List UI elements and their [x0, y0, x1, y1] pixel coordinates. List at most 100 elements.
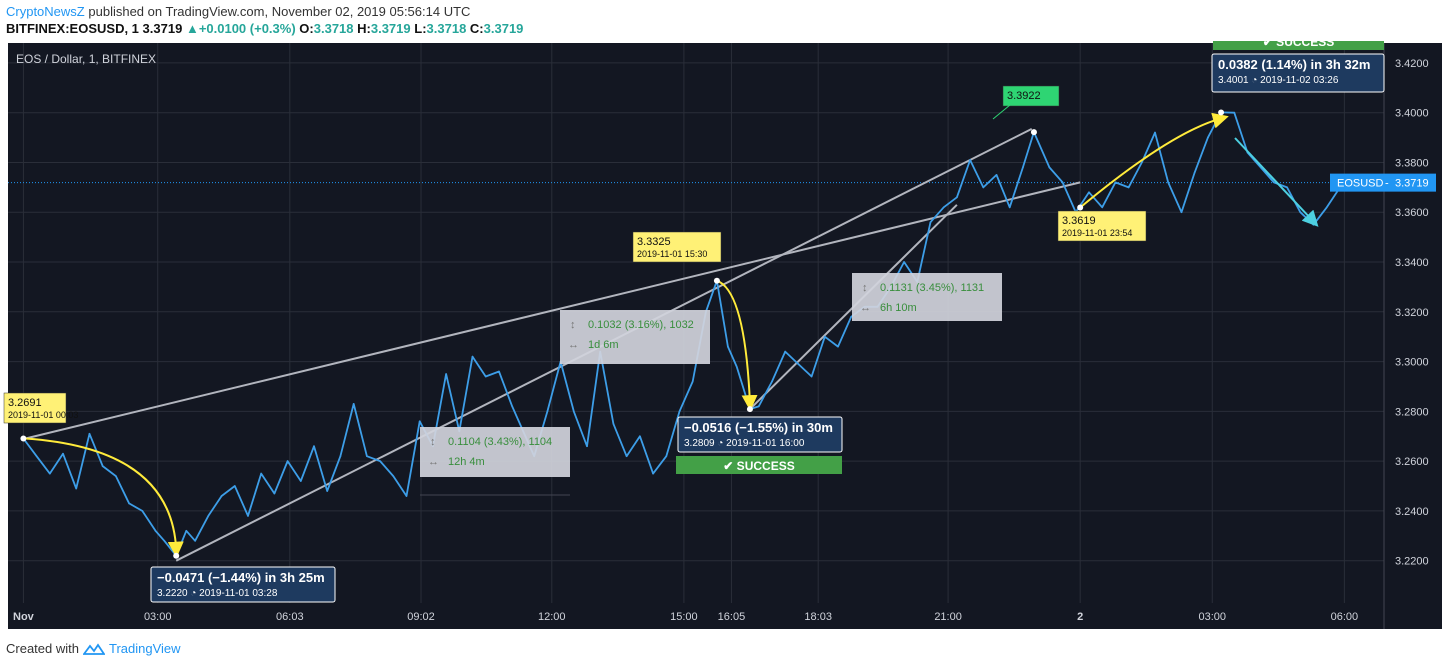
callout-anchor-point [1077, 204, 1084, 211]
price-data-point [546, 410, 549, 413]
price-data-point [1207, 136, 1209, 139]
price-data-point [586, 445, 588, 448]
price-data-point [35, 455, 38, 457]
price-data-point [185, 530, 188, 532]
price-data-point [445, 373, 447, 375]
price-data-point [405, 495, 408, 497]
price-series-line [22, 111, 1354, 557]
price-data-point [810, 375, 813, 378]
callout-price: 3.3619 [1062, 215, 1096, 227]
price-data-point [62, 452, 64, 455]
price-data-point [797, 363, 800, 365]
last-price: 3.3719 [142, 21, 183, 36]
price-data-point [639, 435, 641, 438]
price-data-point [850, 315, 853, 318]
price-data-point [352, 403, 355, 405]
move-headline: −0.0516 (−1.55%) in 30m [684, 420, 833, 435]
price-data-point [194, 539, 196, 542]
range-box-bg [560, 310, 710, 364]
range-horizontal-icon: ↔ [428, 456, 439, 468]
range-vertical-icon: ↕ [570, 319, 576, 331]
move-end-point [173, 552, 180, 559]
price-data-point [379, 460, 381, 462]
publisher-name[interactable]: CryptoNewsZ [6, 4, 85, 19]
callout-bg [632, 231, 722, 263]
price-data-point [784, 350, 786, 353]
price-data-point [49, 472, 51, 475]
price-data-point [273, 492, 276, 495]
open-value: 3.3718 [313, 21, 354, 36]
symbol-name: BITFINEX:EOSUSD, 1 [6, 21, 139, 36]
move-end-point [746, 406, 753, 413]
callout-bg [1057, 210, 1147, 242]
price-data-point [1114, 181, 1117, 184]
range-box-bg [420, 427, 570, 477]
range-measure-box: ↕ 0.1032 (3.16%), 1032 ↔ 1d 6m [560, 310, 710, 364]
range-box-bg [852, 273, 1002, 321]
x-tick-label: 2 [1077, 611, 1083, 623]
y-tick-label: 3.2200 [1395, 556, 1429, 568]
price-data-point [837, 345, 839, 348]
price-data-point [313, 445, 315, 448]
price-data-point [220, 495, 223, 497]
move-end-point [1218, 109, 1225, 116]
callout-price: 3.3325 [637, 236, 671, 248]
price-data-point [1008, 206, 1011, 209]
price-data-point [757, 405, 760, 408]
price-data-point [995, 174, 998, 176]
range-horizontal-icon: ↔ [860, 302, 871, 314]
callout-leader [992, 104, 1011, 120]
move-arrow [1079, 112, 1229, 209]
move-info-box: −0.0516 (−1.55%) in 30m 3.2809 ◔ 2019-11-… [676, 416, 843, 474]
move-box-bg [677, 416, 843, 453]
range-measure-box: ↕ 0.1131 (3.45%), 1131 ↔ 6h 10m [852, 273, 1002, 321]
low-value: 3.3718 [426, 21, 467, 36]
range-vertical-icon: ↕ [862, 282, 868, 294]
current-tag-separator: - [1385, 178, 1389, 190]
y-tick-label: 3.3000 [1395, 357, 1429, 369]
low-label: L: [414, 21, 427, 36]
price-data-point [233, 485, 236, 487]
price-data-point [625, 455, 628, 457]
symbol-header: BITFINEX:EOSUSD, 1 3.3719 ▲+0.0100 (+0.3… [6, 21, 523, 36]
x-tick-label: 06:03 [276, 611, 304, 623]
time-axis-area [8, 603, 1442, 629]
move-headline: −0.0471 (−1.44%) in 3h 25m [157, 570, 325, 585]
price-data-point [128, 502, 130, 505]
price-data-point [903, 261, 905, 263]
y-tick-label: 3.4200 [1395, 58, 1429, 70]
price-data-point [1022, 166, 1024, 169]
price-data-point [665, 455, 668, 457]
publish-info: published on TradingView.com, November 0… [88, 4, 471, 19]
price-data-point [823, 335, 826, 338]
trend-line [25, 181, 1081, 440]
tradingview-brand[interactable]: TradingView [108, 641, 181, 656]
price-data-point [573, 410, 575, 413]
callout-date: 2019-11-01 23:54 [1062, 228, 1132, 238]
price-data-point [982, 186, 985, 189]
price-data-point [1299, 211, 1302, 214]
price-data-point [418, 420, 421, 423]
price-data-point [260, 472, 262, 475]
y-tick-label: 3.3800 [1395, 157, 1429, 169]
price-chart[interactable]: 3.2200 3.2400 3.2600 3.2800 3.3000 3.3200 3.34… [0, 41, 1444, 631]
price-data-point [471, 355, 474, 358]
tradingview-logo-icon [82, 642, 105, 655]
price-data-point [484, 375, 487, 378]
price-data-point [101, 465, 104, 467]
x-tick-label: 15:00 [670, 611, 698, 623]
price-data-point [207, 515, 210, 517]
x-tick-label: 12:00 [538, 611, 566, 623]
move-arrow [25, 437, 184, 558]
close-label: C: [469, 21, 484, 36]
price-data-point [286, 460, 289, 462]
price-data-point [612, 423, 615, 425]
current-price-value: 3.3719 [1395, 178, 1429, 190]
range-duration-text: 1d 6m [588, 339, 619, 351]
price-data-point [392, 475, 395, 477]
price-data-point [154, 530, 157, 532]
price-data-point [1141, 161, 1143, 164]
